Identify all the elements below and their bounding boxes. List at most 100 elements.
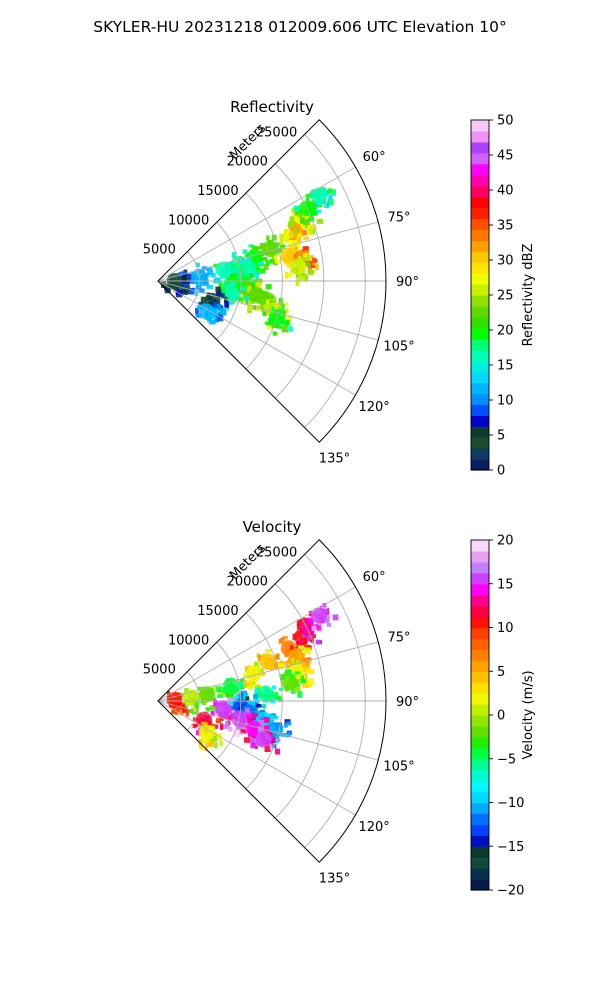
colorbar-segment [471, 426, 489, 438]
colorbar-segment [471, 141, 489, 154]
colorbar-tick-label: 5 [497, 665, 505, 680]
colorbar-segment [471, 382, 489, 395]
colorbar-segment [471, 649, 489, 661]
colorbar-segment [471, 349, 489, 362]
figure-title: SKYLER-HU 20231218 012009.606 UTC Elevat… [93, 18, 507, 36]
radial-tick-label: 15000 [197, 604, 238, 619]
colorbar-segment [471, 207, 489, 220]
reflectivity-panel: Reflectivity60°75°90°105°120°135°5000100… [143, 98, 536, 479]
colorbar-segment [471, 868, 489, 880]
radar-cell [254, 685, 284, 709]
colorbar: 0 5 10 15 20 25 30 35 40 45 50 Reflectivity dBZ [470, 114, 536, 479]
colorbar-segment [471, 594, 489, 607]
data-cells [161, 187, 337, 336]
angle-tick-label: 105° [383, 340, 414, 355]
colorbar-segment [471, 813, 489, 825]
colorbar-tick-label: 30 [497, 254, 514, 269]
angle-tick-label: 90° [396, 695, 419, 710]
colorbar-segment [471, 769, 489, 782]
angle-tick-label: 120° [358, 400, 389, 415]
colorbar-segment [471, 305, 489, 318]
colorbar-segment [471, 540, 489, 552]
colorbar-segment [471, 835, 489, 847]
data-cells [166, 603, 339, 755]
polar-grid [157, 134, 386, 428]
colorbar-segment [471, 616, 489, 629]
colorbar-label: Reflectivity dBZ [521, 244, 536, 347]
colorbar: −20 −15 −10 −5 0 5 10 15 20 Velocity (m/s) [470, 534, 536, 899]
angle-tick-label: 75° [388, 210, 411, 225]
colorbar-segment [471, 218, 489, 230]
angle-tick-label: 135° [319, 451, 350, 466]
colorbar-segment [471, 360, 489, 373]
panel-title: Velocity [243, 518, 302, 536]
angle-tick-label: 90° [396, 275, 419, 290]
polar-grid [157, 554, 386, 848]
colorbar-tick-label: 40 [497, 184, 514, 199]
colorbar-segment [471, 747, 489, 760]
colorbar-segment [471, 736, 489, 749]
colorbar-segment [471, 791, 489, 804]
radar-cell [286, 643, 312, 671]
colorbar-tick-label: −5 [497, 752, 516, 767]
radar-cell [222, 677, 246, 700]
angle-tick-label: 135° [319, 871, 350, 886]
colorbar-segment [471, 704, 489, 716]
sector-frame [157, 119, 387, 443]
colorbar-segment [471, 273, 489, 285]
colorbar-segment [471, 316, 489, 329]
colorbar-tick-label: −15 [497, 840, 524, 855]
colorbar-segment [471, 572, 489, 585]
colorbar-tick-label: 50 [497, 114, 514, 129]
colorbar-segment [471, 196, 489, 209]
colorbar-tick-label: 10 [497, 394, 514, 409]
angle-tick-label: 60° [363, 570, 386, 585]
radar-cell [250, 726, 281, 755]
radar-cell [280, 669, 307, 698]
colorbar-tick-label: 5 [497, 429, 505, 444]
radial-tick-label: 5000 [143, 243, 176, 258]
velocity-panel: Velocity 60° 75° 90° 105° 120° 135° 5000 10000 15… [143, 518, 536, 899]
colorbar-tick-label: 0 [497, 709, 505, 724]
colorbar-tick-label: 45 [497, 149, 514, 164]
colorbar-segment [471, 846, 489, 858]
colorbar-segment [471, 857, 489, 869]
angle-tick-label: 120° [358, 820, 389, 835]
radar-cell [309, 187, 337, 213]
radar-cell [256, 649, 286, 671]
colorbar-segment [471, 802, 489, 815]
colorbar-segment [471, 295, 489, 307]
colorbar-tick-label: 35 [497, 219, 514, 234]
colorbar-tick-label: −10 [497, 796, 524, 811]
colorbar-segment [471, 152, 489, 165]
colorbar-segment [471, 660, 489, 672]
colorbar-segment [471, 174, 489, 187]
angle-tick-label: 75° [388, 630, 411, 645]
colorbar-segment [471, 284, 489, 296]
colorbar-segment [471, 448, 489, 460]
colorbar-segment [471, 638, 489, 650]
colorbar-segment [471, 437, 489, 449]
colorbar-segment [471, 404, 489, 416]
radar-cell [284, 252, 315, 287]
colorbar-segment [471, 327, 489, 340]
radar-cell [198, 721, 223, 752]
angle-tick-label: 105° [383, 760, 414, 775]
colorbar-segment [471, 240, 489, 252]
colorbar-tick-label: 10 [497, 621, 514, 636]
colorbar-segment [471, 550, 489, 563]
colorbar-segment [471, 824, 489, 836]
colorbar-tick-label: 0 [497, 464, 505, 479]
colorbar-segment [471, 163, 489, 176]
colorbar-segment [471, 627, 489, 640]
radial-tick-label: 20000 [227, 575, 268, 590]
colorbar-tick-label: 20 [497, 534, 514, 549]
colorbar-label: Velocity (m/s) [521, 670, 536, 759]
colorbar-segment [471, 459, 489, 471]
colorbar-tick-label: 20 [497, 324, 514, 339]
angle-tick-label: 60° [363, 150, 386, 165]
colorbar-segment [471, 338, 489, 351]
colorbar-tick-label: −20 [497, 884, 524, 899]
radial-tick-label: 15000 [197, 184, 238, 199]
